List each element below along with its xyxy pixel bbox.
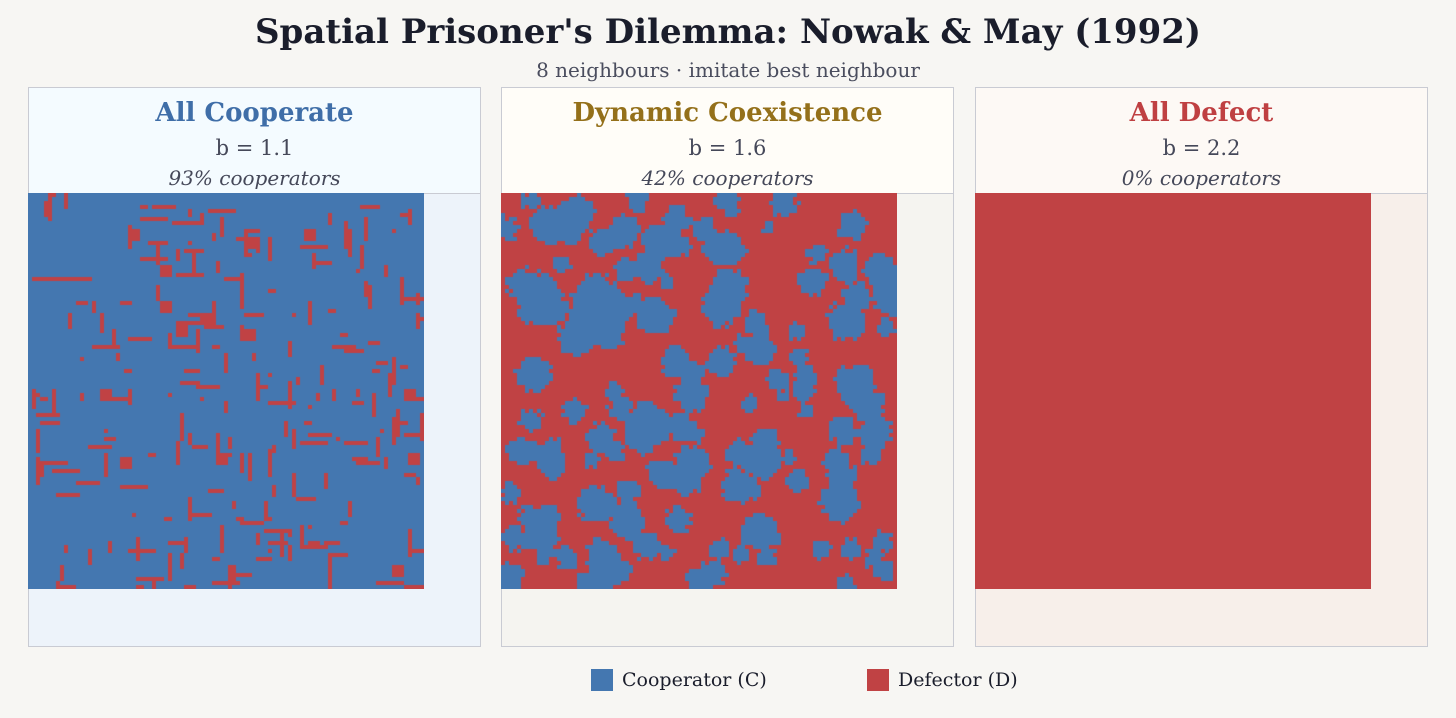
figure-subtitle: 8 neighbours · imitate best neighbour (536, 58, 920, 82)
legend-label: Defector (D) (898, 669, 1018, 691)
panel-parameter: b = 1.1 (215, 136, 294, 160)
panel-header: All Defect b = 2.2 0% cooperators (976, 88, 1427, 194)
panel-cooperator-fraction: 93% cooperators (168, 166, 341, 190)
defector-swatch (867, 669, 889, 691)
cooperator-swatch (591, 669, 613, 691)
panel-title: Dynamic Coexistence (572, 98, 883, 128)
panel-title: All Defect (1129, 98, 1274, 128)
figure-title: Spatial Prisoner's Dilemma: Nowak & May … (255, 12, 1201, 52)
panel-dynamic-coexistence: Dynamic Coexistence b = 1.6 42% cooperat… (501, 87, 954, 647)
panel-header: Dynamic Coexistence b = 1.6 42% cooperat… (502, 88, 953, 194)
panel-parameter: b = 2.2 (1162, 136, 1241, 160)
panel-all-defect: All Defect b = 2.2 0% cooperators (975, 87, 1428, 647)
panel-cooperator-fraction: 0% cooperators (1121, 166, 1282, 190)
lattice-grid (28, 193, 424, 589)
panel-header: All Cooperate b = 1.1 93% cooperators (29, 88, 480, 194)
lattice-grid (975, 193, 1371, 589)
panel-all-cooperate: All Cooperate b = 1.1 93% cooperators (28, 87, 481, 647)
lattice-grid (501, 193, 897, 589)
panel-title: All Cooperate (155, 98, 354, 128)
panel-parameter: b = 1.6 (688, 136, 767, 160)
panel-cooperator-fraction: 42% cooperators (641, 166, 814, 190)
legend-label: Cooperator (C) (622, 669, 767, 691)
